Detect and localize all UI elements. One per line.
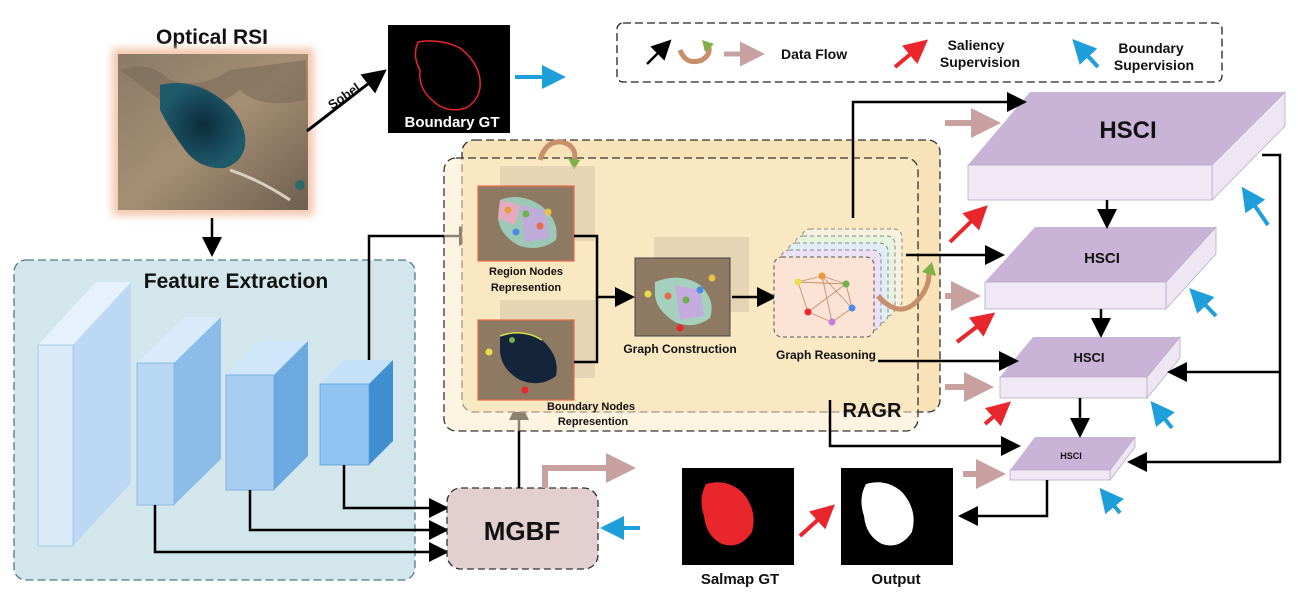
output-image: [841, 468, 953, 565]
hsci-4-label: HSCI: [1060, 451, 1082, 461]
legend-data-flow: Data Flow: [781, 46, 847, 62]
boundary-nodes-line2: Represention: [558, 416, 629, 428]
hsci1-boundary-arrow: [1241, 186, 1270, 227]
ragr-label: RAGR: [843, 400, 902, 422]
hsci1-skip-to-hsci4: [1127, 153, 1282, 472]
graph-reasoning-label: Graph Reasoning: [776, 348, 876, 362]
hsci4-boundary-arrow: [1099, 487, 1124, 515]
hsci-block-1: [967, 91, 1286, 201]
region-nodes-line2: Represention: [491, 282, 562, 294]
sobel-label: Sobel: [325, 80, 363, 113]
feature-block-4: [319, 360, 393, 466]
graph-construction-label: Graph Construction: [623, 342, 736, 356]
block4-to-region-nodes: [367, 226, 479, 360]
hsci1-saliency-arrow: [948, 205, 988, 244]
feature-block-2: [136, 317, 221, 506]
salmap-gt-label: Salmap GT: [701, 571, 779, 588]
boundary-gt-image: [388, 25, 510, 133]
ragr-to-hsci1: [851, 92, 1027, 218]
hsci2-saliency-arrow: [955, 312, 996, 344]
hsci3-boundary-arrow: [1150, 400, 1175, 430]
legend-boundary-line1: Boundary: [1118, 40, 1184, 56]
legend-box: Data Flow Saliency Supervision Boundary …: [616, 22, 1223, 83]
ragr-recurrent-arrow: [537, 139, 578, 163]
graph-reasoning-stack: [773, 228, 903, 338]
feature-block-1: [37, 282, 131, 547]
boundary-to-graph-line: [574, 297, 599, 364]
region-to-graph-arrow: [574, 234, 635, 307]
hsci2-boundary-arrow: [1189, 288, 1218, 318]
legend-saliency-line2: Supervision: [940, 54, 1020, 70]
hsci-block-4: [1009, 435, 1136, 482]
feature-block-3: [225, 341, 308, 491]
ragr-to-hsci4: [828, 400, 1021, 456]
legend-black-arrow: [646, 39, 672, 65]
hsci-2-label: HSCI: [1084, 250, 1120, 267]
legend-saliency-line1: Saliency: [948, 37, 1005, 53]
boundary-nodes-image: [477, 300, 595, 401]
block3-to-mgbf: [248, 490, 449, 540]
output-label: Output: [871, 571, 920, 588]
graph-construction-image: [634, 237, 749, 337]
mgbf-box: [446, 487, 599, 570]
hsci-block-2: [984, 225, 1217, 311]
block4-to-mgbf: [342, 465, 449, 518]
hsci-1-label: HSCI: [1099, 117, 1156, 144]
salmap-gt-image: [682, 468, 794, 565]
hsci3-saliency-arrow: [983, 401, 1012, 427]
mgbf-data-flow-arrow: [542, 453, 636, 488]
sobel-arrow: [306, 69, 387, 133]
optical-rsi-title: Optical RSI: [156, 26, 268, 49]
boundary-nodes-line1: Boundary Nodes: [547, 401, 635, 413]
boundary-gt-label: Boundary GT: [404, 114, 499, 131]
region-nodes-image: [477, 166, 595, 262]
legend-boundary-arrow: [1072, 39, 1100, 69]
legend-saliency-arrow: [893, 39, 929, 69]
feature-extraction-title: Feature Extraction: [144, 270, 328, 293]
optical-rsi-image: [112, 48, 314, 216]
legend-curved-arrow: [677, 43, 712, 65]
salmap-saliency-arrow: [798, 504, 835, 538]
hsci-3-label: HSCI: [1073, 350, 1104, 365]
mgbf-label: MGBF: [484, 516, 561, 546]
region-nodes-line1: Region Nodes: [489, 266, 563, 278]
hsci4-to-output: [958, 480, 1049, 526]
block2-to-mgbf: [153, 505, 449, 562]
reasoning-recurrent-arrow: [876, 267, 932, 312]
hsci-block-3: [999, 335, 1181, 400]
legend-boundary-line2: Supervision: [1114, 57, 1194, 73]
